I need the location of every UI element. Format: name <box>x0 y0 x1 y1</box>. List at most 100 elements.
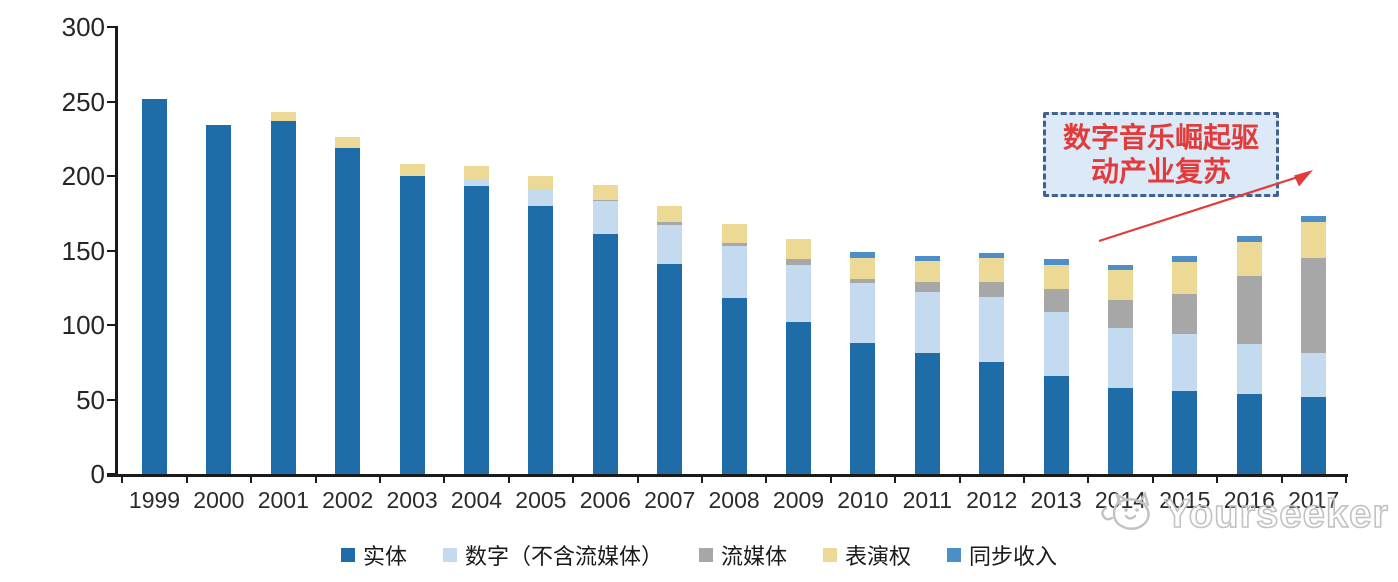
bar-segment-2016 <box>1236 241 1262 276</box>
bar-segment-2014 <box>1108 299 1133 328</box>
bar-segment-2008 <box>721 298 747 474</box>
x-tick-mark <box>1022 475 1025 483</box>
x-tick-mark <box>1151 475 1154 483</box>
bar-segment-2008 <box>721 223 747 244</box>
bar-segment-2009 <box>786 238 811 260</box>
x-tick-label: 2009 <box>772 487 825 513</box>
bar-segment-2016 <box>1236 344 1262 394</box>
x-tick-label: 2000 <box>193 487 245 513</box>
legend-label: 表演权 <box>845 544 912 569</box>
bar-segment-2008 <box>721 243 747 247</box>
bar-segment-2017 <box>1301 396 1327 474</box>
bar-segment-2010 <box>850 257 876 279</box>
x-tick-label: 2011 <box>902 487 953 513</box>
x-tick-label: 2002 <box>322 487 374 513</box>
legend-item: 表演权 <box>823 539 911 571</box>
bar-segment-2013 <box>1043 289 1069 312</box>
legend-swatch-icon <box>340 548 355 562</box>
y-tick-mark <box>107 100 116 103</box>
bar-segment-2005 <box>528 189 554 206</box>
bar-segment-2012 <box>979 281 1005 297</box>
legend-label: 流媒体 <box>720 544 787 569</box>
bar-segment-2015 <box>1172 256 1198 263</box>
x-tick-label: 2005 <box>515 487 567 513</box>
annotation-arrow <box>1098 170 1313 243</box>
legend: 实体 数字（不含流媒体） 流媒体 表演权 同步收入 <box>0 539 1398 571</box>
bar-segment-2013 <box>1043 259 1069 266</box>
bar-segment-2006 <box>592 234 618 474</box>
bar-segment-2010 <box>850 342 876 474</box>
bar-segment-2015 <box>1172 333 1198 391</box>
x-tick-mark <box>1280 475 1283 483</box>
annotation-line2: 动产业复苏 <box>1090 155 1231 187</box>
bar-segment-2012 <box>979 362 1005 474</box>
x-axis-line <box>107 474 1348 477</box>
bar-segment-2010 <box>850 283 876 343</box>
legend-item: 同步收入 <box>947 539 1057 571</box>
x-tick-mark <box>314 475 317 483</box>
x-tick-mark <box>894 475 897 483</box>
bar-segment-2011 <box>914 292 940 354</box>
bar-segment-2017 <box>1301 222 1327 258</box>
bar-segment-2013 <box>1043 375 1069 474</box>
x-tick-mark <box>765 475 768 483</box>
bar-segment-2012 <box>979 253 1005 258</box>
bar-segment-2017 <box>1301 216 1327 223</box>
bar-segment-2002 <box>335 137 361 148</box>
x-tick-label: 2007 <box>644 487 696 513</box>
x-tick-label: 2003 <box>386 487 438 513</box>
bar-segment-2001 <box>270 111 296 121</box>
x-tick-label: 2010 <box>837 487 889 513</box>
x-tick-label: 2004 <box>450 487 503 513</box>
bar-segment-2009 <box>786 265 811 322</box>
bar-segment-2007 <box>657 222 683 226</box>
y-axis-line <box>115 26 118 476</box>
x-tick-mark <box>1344 475 1347 483</box>
bar-segment-2006 <box>592 199 618 202</box>
x-tick-label: 2008 <box>708 487 760 513</box>
y-tick-label: 200 <box>61 161 105 191</box>
bar-segment-2014 <box>1108 327 1133 388</box>
bar-segment-2016 <box>1236 235 1262 242</box>
bar-segment-2017 <box>1301 353 1327 397</box>
bar-segment-2003 <box>399 176 425 474</box>
bar-segment-2012 <box>979 257 1005 282</box>
x-tick-mark <box>958 475 961 483</box>
legend-item: 实体 <box>340 539 407 571</box>
bar-segment-2004 <box>464 180 489 187</box>
bar-segment-2006 <box>592 184 618 200</box>
x-tick-mark <box>185 475 188 483</box>
bar-segment-2014 <box>1108 387 1133 474</box>
bar-segment-2011 <box>914 256 940 261</box>
bar-segment-2007 <box>657 263 683 474</box>
bar-segment-2016 <box>1236 275 1262 345</box>
bar-segment-2001 <box>270 120 296 474</box>
x-tick-mark <box>443 475 446 483</box>
legend-label: 数字（不含流媒体） <box>464 544 663 569</box>
bar-segment-2008 <box>721 246 747 299</box>
y-tick-mark <box>107 249 116 252</box>
bar-segment-2016 <box>1236 393 1262 474</box>
y-tick-mark <box>107 26 116 28</box>
bar-segment-2004 <box>464 165 489 181</box>
bar-segment-1999 <box>142 98 167 474</box>
legend-item: 流媒体 <box>698 539 787 571</box>
bar-segment-2015 <box>1172 262 1198 294</box>
y-tick-label: 50 <box>76 384 105 415</box>
x-tick-mark <box>507 475 510 483</box>
legend-item: 数字（不含流媒体） <box>442 539 663 571</box>
legend-swatch-icon <box>442 548 457 562</box>
x-tick-label: 2006 <box>579 487 631 513</box>
x-tick-mark <box>1087 475 1090 483</box>
bar-segment-2013 <box>1043 311 1069 376</box>
legend-swatch-icon <box>698 548 713 562</box>
bar-segment-2000 <box>206 125 232 474</box>
bar-segment-2014 <box>1108 269 1133 300</box>
y-tick-label: 150 <box>61 235 105 266</box>
x-tick-mark <box>378 475 381 483</box>
x-tick-label: 2016 <box>1223 487 1275 513</box>
x-tick-label: 2013 <box>1030 487 1082 513</box>
x-tick-label: 2017 <box>1288 487 1340 513</box>
bar-segment-2011 <box>914 260 940 282</box>
x-tick-label: 2012 <box>966 487 1018 513</box>
